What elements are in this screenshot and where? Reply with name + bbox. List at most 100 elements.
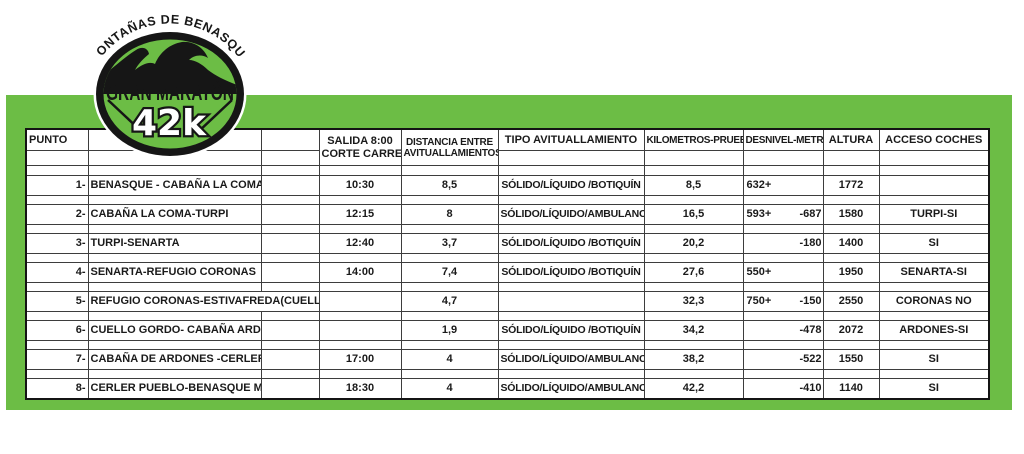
desnivel-cell: 632+ xyxy=(742,175,824,196)
tipo-cell: SÓLIDO/LÍQUIDO /BOTIQUÍN xyxy=(497,233,645,254)
distancia-cell: 8 xyxy=(400,204,499,225)
spacer-cell xyxy=(87,165,262,176)
spacer-cell xyxy=(497,369,645,379)
spacer-cell xyxy=(497,165,645,176)
spacer-row xyxy=(25,224,990,234)
desnivel-cell: 750+ -150 xyxy=(742,291,824,312)
spacer-row xyxy=(25,311,990,321)
tipo-cell xyxy=(497,291,645,312)
spacer-cell xyxy=(497,311,645,321)
punto-number-cell: 1- xyxy=(25,175,89,196)
header-salida-line1: SALIDA 8:00 xyxy=(327,135,393,148)
spacer-cell xyxy=(87,253,262,263)
spacer-cell xyxy=(822,195,880,205)
spacer-cell xyxy=(318,369,402,379)
distancia-cell: 3,7 xyxy=(400,233,499,254)
header-altura: ALTURA xyxy=(822,128,880,151)
spacer-cell xyxy=(87,311,262,321)
empty-cell xyxy=(260,378,320,400)
spacer-cell xyxy=(742,369,824,379)
spacer-cell xyxy=(878,195,990,205)
acceso-cell: TURPI-SI xyxy=(878,204,990,225)
acceso-cell: SI xyxy=(878,349,990,370)
spacer-cell xyxy=(878,224,990,234)
header-empty-cell xyxy=(643,150,744,166)
acceso-cell: CORONAS NO xyxy=(878,291,990,312)
header-kilometros: KILOMETROS-PRUEBA xyxy=(643,128,744,151)
acceso-cell: SI xyxy=(878,378,990,400)
desnivel-cell: -180 xyxy=(742,233,824,254)
spacer-cell xyxy=(318,253,402,263)
punto-number-cell: 8- xyxy=(25,378,89,400)
spacer-cell xyxy=(260,340,320,350)
spacer-cell xyxy=(318,282,402,292)
altura-cell: 1950 xyxy=(822,262,880,283)
header-desnivel: DESNIVEL-METROS xyxy=(742,128,824,151)
spacer-cell xyxy=(643,224,744,234)
spacer-cell xyxy=(87,340,262,350)
header-empty-cell xyxy=(878,150,990,166)
table-row-2: 2- CABAÑA LA COMA-TURPI 12:15 8 SÓLIDO/L… xyxy=(25,204,990,225)
spacer-row xyxy=(25,282,990,292)
desnivel-negative: -180 xyxy=(799,237,822,250)
spacer-cell xyxy=(643,165,744,176)
segment-name-cell: BENASQUE - CABAÑA LA COMA xyxy=(87,175,262,196)
header-punto: PUNTO xyxy=(25,128,89,151)
spacer-cell xyxy=(25,253,89,263)
header-distancia: DISTANCIA ENTRE AVITUALLAMIENTOS xyxy=(400,128,499,166)
spacer-cell xyxy=(643,282,744,292)
tipo-cell: SÓLIDO/LÍQUIDO/AMBULANCIA xyxy=(497,378,645,400)
spacer-cell xyxy=(400,165,499,176)
desnivel-negative: -410 xyxy=(799,382,822,395)
spacer-cell xyxy=(822,253,880,263)
acceso-cell xyxy=(878,175,990,196)
spacer-cell xyxy=(742,195,824,205)
header-acceso: ACCESO COCHES xyxy=(878,128,990,151)
table-row-5: 5- REFUGIO CORONAS-ESTIVAFREDA(CUELLO GO… xyxy=(25,291,990,312)
spacer-cell xyxy=(822,311,880,321)
empty-cell xyxy=(260,175,320,196)
spacer-cell xyxy=(318,165,402,176)
spacer-cell xyxy=(878,311,990,321)
spacer-cell xyxy=(260,282,320,292)
spacer-cell xyxy=(400,253,499,263)
kilometros-cell: 16,5 xyxy=(643,204,744,225)
desnivel-cell: -410 xyxy=(742,378,824,400)
spacer-cell xyxy=(643,195,744,205)
spacer-cell xyxy=(25,311,89,321)
tipo-cell: SÓLIDO/LÍQUIDO /BOTIQUÍN xyxy=(497,262,645,283)
table-row-1: 1- BENASQUE - CABAÑA LA COMA 10:30 8,5 S… xyxy=(25,175,990,196)
spacer-cell xyxy=(318,224,402,234)
distancia-cell: 7,4 xyxy=(400,262,499,283)
spacer-cell xyxy=(25,340,89,350)
kilometros-cell: 38,2 xyxy=(643,349,744,370)
spacer-cell xyxy=(742,253,824,263)
spacer-cell xyxy=(497,282,645,292)
spacer-cell xyxy=(497,340,645,350)
desnivel-cell: -478 xyxy=(742,320,824,341)
header-distancia-line2: AVITUALLAMIENTOS xyxy=(403,147,498,159)
altura-cell: 1140 xyxy=(822,378,880,400)
spacer-cell xyxy=(878,340,990,350)
mountain-icon xyxy=(103,41,237,94)
spacer-cell xyxy=(260,195,320,205)
spacer-cell xyxy=(742,282,824,292)
altura-cell: 1772 xyxy=(822,175,880,196)
kilometros-cell: 8,5 xyxy=(643,175,744,196)
header-tipo: TIPO AVITUALLAMIENTO xyxy=(497,128,645,151)
segment-name-cell: CABAÑA DE ARDONES -CERLER PUEBLO xyxy=(87,349,262,370)
table-row-3: 3- TURPI-SENARTA 12:40 3,7 SÓLIDO/LÍQUID… xyxy=(25,233,990,254)
punto-number-cell: 5- xyxy=(25,291,89,312)
spacer-cell xyxy=(318,311,402,321)
empty-cell xyxy=(260,349,320,370)
empty-cell xyxy=(260,204,320,225)
header-empty-cell xyxy=(25,150,89,166)
salida-cell: 17:00 xyxy=(318,349,402,370)
desnivel-cell: -522 xyxy=(742,349,824,370)
spacer-cell xyxy=(87,282,262,292)
spacer-cell xyxy=(260,311,320,321)
spacer-row xyxy=(25,369,990,379)
spacer-cell xyxy=(25,195,89,205)
desnivel-cell: 550+ xyxy=(742,262,824,283)
